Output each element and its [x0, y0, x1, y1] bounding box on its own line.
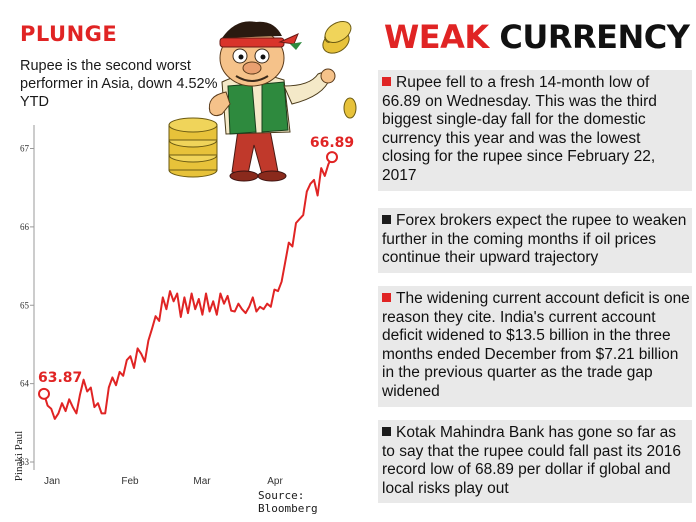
bullet-item: Kotak Mahindra Bank has gone so far as t…: [378, 420, 692, 504]
bullet-item: Forex brokers expect the rupee to weaken…: [378, 208, 692, 273]
end-value-label: 66.89: [310, 135, 354, 151]
chart-source: Source: Bloomberg: [258, 489, 318, 515]
bullet-text: Kotak Mahindra Bank has gone so far as t…: [382, 424, 681, 497]
cartoon-man-illustration: [168, 21, 357, 182]
chart-title: PLUNGE: [20, 22, 118, 46]
rupee-line-chart: 63 64 65 66 67 Jan Feb Mar Apr: [20, 21, 357, 487]
bullet-square-icon: [382, 293, 391, 302]
bullet-item: Rupee fell to a fresh 14-month low of 66…: [378, 70, 692, 191]
start-point-marker: [38, 387, 50, 400]
info-panel: WEAK CURRENCY Rupee fell to a fresh 14-m…: [372, 0, 696, 522]
chart-panel: 63 64 65 66 67 Jan Feb Mar Apr: [13, 21, 357, 515]
panel-headline: WEAK CURRENCY: [384, 18, 690, 56]
bullet-text: Rupee fell to a fresh 14-month low of 66…: [382, 74, 657, 184]
y-tick-label: 67: [20, 144, 30, 154]
bullet-square-icon: [382, 427, 391, 436]
y-tick-label: 65: [20, 300, 30, 310]
plot-area: 63.87 66.89: [38, 135, 354, 420]
start-value-label: 63.87: [38, 370, 82, 386]
bullet-square-icon: [382, 215, 391, 224]
x-tick-label: Jan: [44, 476, 60, 487]
x-axis-ticks: Jan Feb Mar Apr: [44, 476, 284, 487]
chart-subtitle: Rupee is the second worst performer in A…: [20, 58, 218, 110]
end-point-marker: [326, 151, 338, 164]
y-axis-ticks: 63 64 65 66 67: [20, 144, 34, 467]
panel-divider: [366, 0, 370, 522]
coin-stack-icon: [168, 117, 218, 178]
headline-weak: WEAK: [384, 18, 489, 56]
y-tick-label: 64: [20, 379, 30, 389]
x-tick-label: Feb: [121, 476, 139, 487]
x-tick-label: Mar: [193, 476, 211, 487]
rupee-series-line: [43, 156, 333, 420]
y-tick-label: 63: [20, 457, 30, 467]
y-tick-label: 66: [20, 222, 30, 232]
bullet-item: The widening current account deficit is …: [378, 286, 692, 407]
flying-coins-icon: [290, 21, 357, 119]
headline-currency: CURRENCY: [499, 18, 690, 56]
bullet-text: The widening current account deficit is …: [382, 290, 690, 400]
bullet-text: Forex brokers expect the rupee to weaken…: [382, 212, 687, 267]
artist-credit: Pinaki Paul: [13, 430, 26, 482]
x-tick-label: Apr: [267, 476, 283, 487]
bullet-square-icon: [382, 77, 391, 86]
